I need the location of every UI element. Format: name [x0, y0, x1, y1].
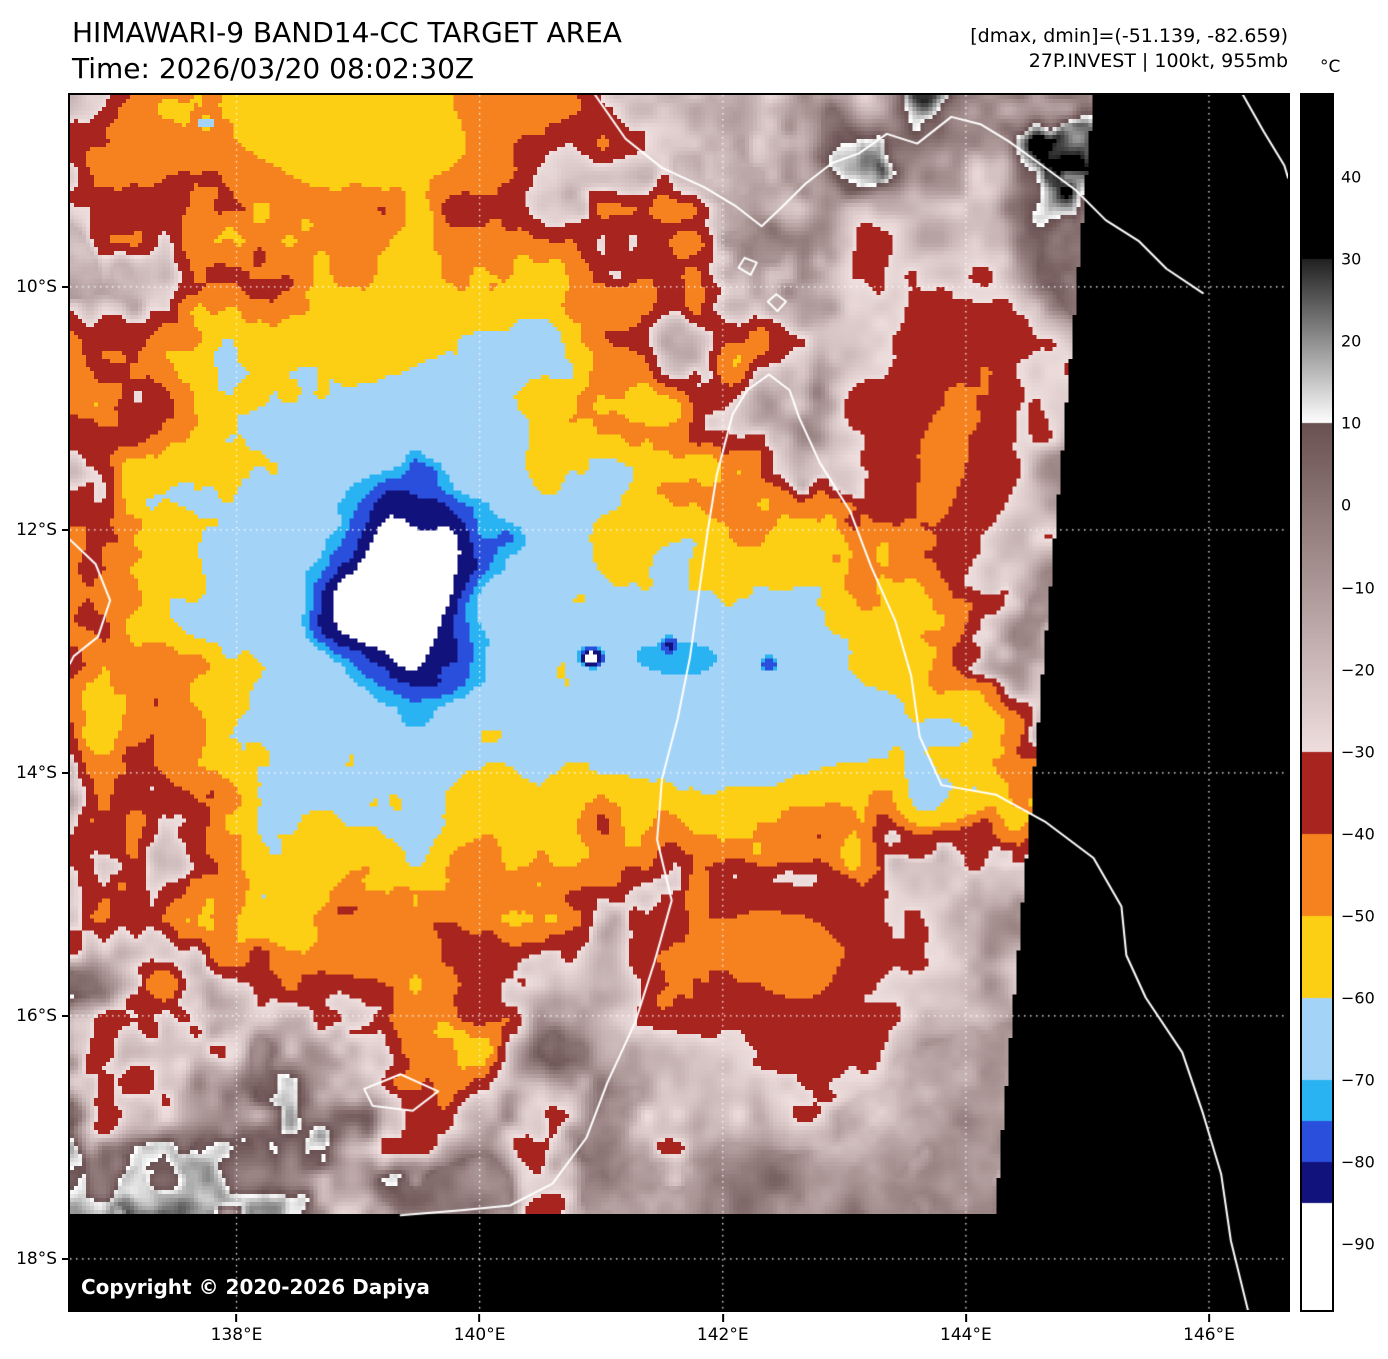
- colorbar-unit-label: °C: [1320, 57, 1341, 77]
- x-tick-label: 144°E: [940, 1325, 992, 1345]
- y-tick: 18°S: [16, 1249, 70, 1269]
- y-tick-mark: [62, 771, 70, 774]
- colorbar-tick-label: 40: [1341, 167, 1362, 187]
- colorbar-tick-label: −80: [1341, 1152, 1375, 1172]
- y-tick-mark: [62, 285, 70, 288]
- figure-title: HIMAWARI-9 BAND14-CC TARGET AREA: [72, 16, 622, 49]
- colorbar-tick-label: 20: [1341, 331, 1362, 351]
- grid-coastline-overlay: [70, 95, 1288, 1310]
- y-tick: 16°S: [16, 1006, 70, 1026]
- colorbar-tick-label: 30: [1341, 249, 1362, 269]
- map-plot-area: Copyright © 2020-2026 Dapiya: [68, 93, 1290, 1312]
- colorbar-tick-label: −30: [1341, 742, 1375, 762]
- y-tick: 12°S: [16, 520, 70, 540]
- colorbar-tick-label: −60: [1341, 988, 1375, 1008]
- colorbar-tick-label: 10: [1341, 413, 1362, 433]
- colorbar-tick-label: −50: [1341, 906, 1375, 926]
- temperature-colorbar: [1300, 93, 1334, 1312]
- x-tick-mark: [478, 1314, 481, 1322]
- y-axis: 10°S 12°S 14°S 16°S 18°S: [0, 95, 70, 1310]
- colorbar-tick-labels: 40 30 20 10 0 −10 −20 −30 −40 −50 −60 −70 −80 −90: [1341, 95, 1387, 1310]
- x-tick: 140°E: [453, 1314, 506, 1345]
- y-tick-label: 14°S: [16, 762, 57, 783]
- x-tick-mark: [1207, 1314, 1210, 1322]
- x-tick-label: 140°E: [453, 1325, 506, 1345]
- y-tick: 10°S: [16, 277, 70, 297]
- y-tick-mark: [62, 528, 70, 531]
- colorbar-tick-label: −10: [1341, 578, 1375, 598]
- dmax-dmin-stats: [dmax, dmin]=(-51.139, -82.659): [970, 25, 1288, 47]
- colorbar-tick-label: −40: [1341, 824, 1375, 844]
- figure-timestamp: Time: 2026/03/20 08:02:30Z: [72, 52, 475, 85]
- x-tick-label: 142°E: [696, 1325, 749, 1345]
- x-tick-mark: [721, 1314, 724, 1322]
- colorbar-tick-label: −20: [1341, 660, 1375, 680]
- storm-info: 27P.INVEST | 100kt, 955mb: [1028, 50, 1288, 72]
- figure-stats-block: [dmax, dmin]=(-51.139, -82.659) 27P.INVE…: [970, 24, 1288, 74]
- x-tick-mark: [964, 1314, 967, 1322]
- x-tick: 142°E: [697, 1314, 749, 1345]
- x-tick: 138°E: [210, 1314, 263, 1345]
- x-axis: 138°E 140°E 142°E 144°E 146°E: [70, 1314, 1288, 1350]
- x-tick-label: 146°E: [1183, 1325, 1235, 1345]
- y-tick-label: 10°S: [16, 276, 57, 297]
- copyright-watermark: Copyright © 2020-2026 Dapiya: [81, 1275, 430, 1299]
- colorbar-tick-label: −90: [1341, 1234, 1375, 1254]
- y-tick-label: 12°S: [16, 519, 57, 540]
- x-tick-mark: [235, 1314, 238, 1322]
- x-tick: 144°E: [940, 1314, 992, 1345]
- x-tick-label: 138°E: [210, 1325, 263, 1345]
- y-tick-label: 18°S: [16, 1248, 57, 1269]
- y-tick: 14°S: [16, 763, 70, 783]
- colorbar-tick-label: −70: [1341, 1070, 1375, 1090]
- y-tick-mark: [62, 1014, 70, 1017]
- colorbar-tick-label: 0: [1341, 495, 1352, 515]
- y-tick-mark: [62, 1257, 70, 1260]
- y-tick-label: 16°S: [16, 1005, 57, 1026]
- x-tick: 146°E: [1183, 1314, 1235, 1345]
